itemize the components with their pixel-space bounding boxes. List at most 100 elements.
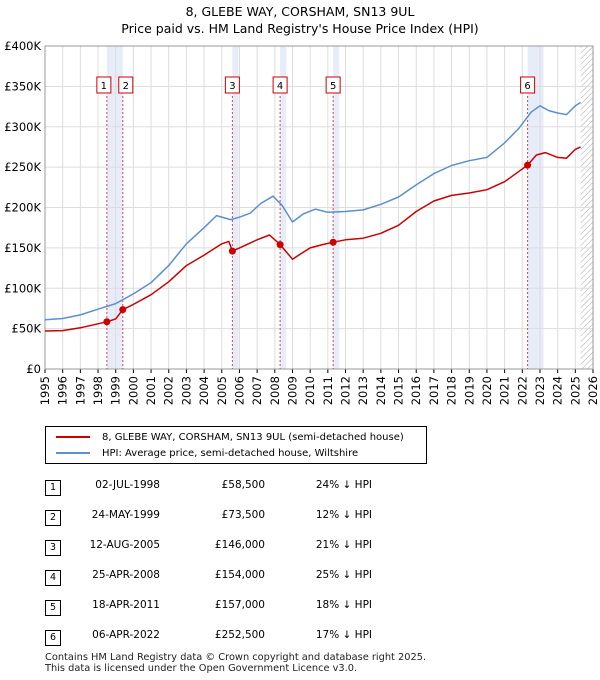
sale-number: 6 <box>45 630 61 646</box>
legend-item-hpi: HPI: Average price, semi-detached house,… <box>56 446 358 460</box>
sale-price: £146,000 <box>214 539 265 551</box>
y-tick-label: £200K <box>4 201 41 215</box>
x-tick-label: 2017 <box>427 376 441 405</box>
sale-hpi-diff: 21% ↓ HPI <box>315 539 372 551</box>
x-tick-label: 2020 <box>480 376 494 405</box>
y-tick-label: £350K <box>4 79 41 93</box>
sale-label-box <box>224 76 240 94</box>
x-tick-label: 2012 <box>339 376 353 405</box>
table-row: 2 24-MAY-1999 £73,500 12% ↓ HPI <box>0 502 600 532</box>
table-row: 4 25-APR-2008 £154,000 25% ↓ HPI <box>0 562 600 592</box>
sale-label-number: 1 <box>101 81 107 92</box>
sale-number: 4 <box>45 570 61 586</box>
x-tick-label: 2004 <box>197 376 211 405</box>
legend-swatch-hpi <box>56 452 90 454</box>
hpi-line <box>44 101 581 321</box>
x-tick-label: 2011 <box>321 376 335 405</box>
title-line-2: Price paid vs. HM Land Registry's House … <box>121 21 479 36</box>
sale-point <box>103 318 111 326</box>
sale-point <box>329 238 337 246</box>
sale-hpi-diff: 24% ↓ HPI <box>315 479 372 491</box>
title-line-1: 8, GLEBE WAY, CORSHAM, SN13 9UL <box>185 4 415 19</box>
y-tick-label: £150K <box>4 241 41 255</box>
sale-point <box>228 247 236 255</box>
sale-hpi-diff: 25% ↓ HPI <box>315 569 372 581</box>
sale-hpi-diff: 17% ↓ HPI <box>315 629 372 641</box>
sale-label-box <box>272 76 288 94</box>
x-tick-label: 1995 <box>38 376 52 405</box>
sale-price: £58,500 <box>221 479 265 491</box>
sale-date: 12-AUG-2005 <box>89 539 160 551</box>
sale-hpi-diff: 12% ↓ HPI <box>315 509 372 521</box>
x-tick-label: 2000 <box>126 376 140 405</box>
footer-copyright: Contains HM Land Registry data © Crown c… <box>45 652 427 663</box>
sale-point <box>524 161 532 169</box>
footer: Contains HM Land Registry data © Crown c… <box>45 652 426 674</box>
legend-swatch-property <box>56 436 90 438</box>
price-chart: £0 £50K £100K £150K £200K £250K £300K £350K £400… <box>4 39 600 405</box>
sale-number: 1 <box>45 480 61 496</box>
x-tick-label: 1998 <box>91 376 105 405</box>
x-tick-label: 2016 <box>409 376 423 405</box>
x-tick-label: 1997 <box>73 376 87 405</box>
sale-label-box <box>520 76 536 94</box>
footer-licence: This data is licensed under the Open Gov… <box>45 663 358 674</box>
x-tick-label: 1999 <box>109 376 123 405</box>
y-tick-label: £300K <box>4 120 41 134</box>
x-tick-label: 2009 <box>285 376 299 405</box>
table-row: 1 02-JUL-1998 £58,500 24% ↓ HPI <box>0 472 600 502</box>
table-row: 3 12-AUG-2005 £146,000 21% ↓ HPI <box>0 532 600 562</box>
table-row: 5 18-APR-2011 £157,000 18% ↓ HPI <box>0 592 600 622</box>
sale-price: £157,000 <box>214 599 265 611</box>
x-tick-label: 2019 <box>462 376 476 405</box>
sale-point <box>119 306 127 314</box>
chart-title: 8, GLEBE WAY, CORSHAM, SN13 9UL Price pa… <box>0 3 600 37</box>
x-tick-label: 2007 <box>250 376 264 405</box>
x-tick-label: 2023 <box>533 376 547 405</box>
sale-price: £154,000 <box>214 569 265 581</box>
legend-label-hpi: HPI: Average price, semi-detached house,… <box>102 447 359 459</box>
x-tick-label: 2005 <box>215 376 229 405</box>
sale-label-number: 2 <box>123 81 129 92</box>
x-tick-label: 2008 <box>268 376 282 405</box>
sale-date: 18-APR-2011 <box>92 599 160 611</box>
sale-label-box <box>325 76 341 94</box>
property-price-line <box>44 146 581 332</box>
x-tick-label: 2015 <box>392 376 406 405</box>
x-tick-label: 2003 <box>179 376 193 405</box>
legend-label-property: 8, GLEBE WAY, CORSHAM, SN13 9UL (semi-de… <box>102 431 404 443</box>
x-tick-label: 2001 <box>144 376 158 405</box>
sale-label-number: 5 <box>330 81 336 92</box>
x-tick-label: 2013 <box>356 376 370 405</box>
sale-date: 06-APR-2022 <box>92 629 160 641</box>
sale-hpi-diff: 18% ↓ HPI <box>315 599 372 611</box>
sale-price: £252,500 <box>214 629 265 641</box>
sale-label-number: 6 <box>524 81 530 92</box>
y-tick-label: £50K <box>12 322 42 336</box>
sale-label-number: 3 <box>229 81 235 92</box>
sale-point <box>276 241 284 249</box>
y-tick-label: £100K <box>4 281 41 295</box>
y-tick-label: £400K <box>4 39 41 53</box>
x-tick-label: 2014 <box>374 376 388 405</box>
y-tick-label: £0 <box>26 362 41 376</box>
x-tick-label: 2018 <box>445 376 459 405</box>
x-tick-label: 2025 <box>568 376 582 405</box>
sale-label-box <box>118 76 134 94</box>
x-tick-label: 2010 <box>303 376 317 405</box>
x-tick-label: 1996 <box>56 376 70 405</box>
sale-price: £73,500 <box>221 509 265 521</box>
sale-number: 3 <box>45 540 61 556</box>
sale-label-number: 4 <box>277 81 283 92</box>
sale-number: 5 <box>45 600 61 616</box>
x-tick-label: 2026 <box>586 376 600 405</box>
x-tick-label: 2022 <box>515 376 529 405</box>
sale-label-box <box>96 76 112 94</box>
sale-number: 2 <box>45 510 61 526</box>
x-tick-label: 2006 <box>232 376 246 405</box>
chart-legend: 8, GLEBE WAY, CORSHAM, SN13 9UL (semi-de… <box>45 426 427 464</box>
plot-border <box>44 45 594 370</box>
sale-date: 02-JUL-1998 <box>95 479 160 491</box>
x-tick-label: 2024 <box>551 376 565 405</box>
sale-date: 25-APR-2008 <box>92 569 160 581</box>
